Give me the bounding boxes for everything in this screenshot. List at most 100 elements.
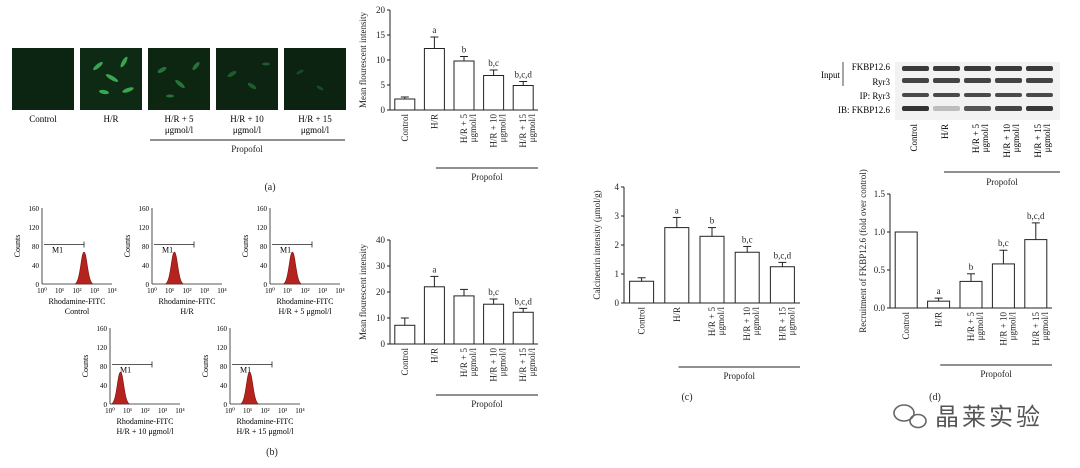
caption-control: Control — [29, 114, 57, 124]
hist-y-tick: 80 — [220, 363, 228, 371]
significance-label-c-3: b,c — [742, 234, 753, 244]
hist-y-tick: 80 — [100, 363, 108, 371]
x-tick-unit-b-2: μgmol/l — [468, 348, 478, 377]
blot-lane-label-2: H/R + 5 — [971, 124, 981, 154]
y-tick-label-a: 0 — [381, 105, 386, 115]
bar-d-0 — [894, 231, 918, 309]
x-tick-label-d-2: H/R + 5 — [966, 312, 976, 342]
micro-cells-hr — [93, 56, 134, 95]
chart-a: 0 5 10 15 20 Mean flourescent intensity Contro… — [358, 5, 538, 182]
hist-x-tick: 10⁰ — [37, 287, 47, 295]
blot-bands-fkbp — [902, 66, 1053, 71]
hist-y-tick: 80 — [142, 243, 150, 251]
hist-x-tick: 10⁴ — [335, 287, 345, 295]
hist-x-label: Rhodamine-FITC — [117, 417, 174, 426]
blot-bands-ib-fkbp — [902, 106, 1053, 111]
hist-x-tick: 10² — [72, 287, 81, 295]
y-tick-label-c: 0 — [615, 298, 620, 308]
y-tick-label-b: 10 — [376, 313, 386, 323]
hist-x-tick: 10³ — [278, 407, 287, 415]
bar-a-2 — [453, 60, 475, 111]
blot-lane-label-0: Control — [909, 124, 919, 152]
hist-y-tick: 160 — [257, 205, 268, 213]
blot-bands-ryr3 — [902, 78, 1053, 83]
hist-x-tick: 10⁰ — [225, 407, 235, 415]
hist-y-tick: 120 — [97, 344, 108, 352]
hist-x-tick: 10¹ — [165, 287, 174, 295]
y-tick-label-b: 30 — [376, 261, 386, 271]
significance-label-c-2: b — [710, 216, 715, 226]
caption-hr5-unit: μgmol/l — [165, 125, 194, 135]
hist-y-tick: 0 — [104, 401, 108, 409]
significance-label-a-4: b,c,d — [514, 70, 532, 80]
x-tick-label-d-0: Control — [901, 312, 911, 340]
hist-y-label: Counts — [13, 235, 22, 258]
micro-image-control — [12, 48, 74, 110]
blot-lane-label-4: H/R + 15 — [1033, 124, 1043, 158]
y-tick-label-d: 0.5 — [874, 265, 886, 275]
x-tick-label-d-1: H/R — [934, 312, 944, 327]
hist-x-label: Rhodamine-FITC — [277, 297, 334, 306]
bar-a-4 — [512, 85, 534, 111]
hist-y-tick: 160 — [139, 205, 150, 213]
propofol-label-d: Propofol — [980, 369, 1012, 379]
hist-y-tick: 40 — [142, 262, 150, 270]
bar-a-3 — [483, 75, 505, 111]
x-tick-label-b-3: H/R + 10 — [489, 348, 499, 382]
hist-y-tick: 0 — [264, 281, 268, 289]
x-tick-label-c-3: H/R + 10 — [742, 307, 752, 341]
x-tick-label-c-4: H/R + 15 — [777, 307, 787, 341]
hist-y-tick: 160 — [217, 325, 228, 333]
hist-group-label: H/R — [180, 307, 194, 316]
hist-group-label: H/R + 15 μgmol/l — [236, 427, 294, 436]
bar-b-2 — [453, 295, 475, 345]
hist-y-tick: 40 — [100, 382, 108, 390]
histogram-peak — [240, 371, 259, 405]
hist-y-tick: 120 — [217, 344, 228, 352]
bar-c-4 — [769, 266, 795, 304]
hist-x-tick: 10⁴ — [175, 407, 185, 415]
micro-image-hr5 — [148, 48, 210, 110]
micro-cells-hr5 — [157, 61, 200, 98]
caption-hr15-unit: μgmol/l — [301, 125, 330, 135]
bar-b-0 — [394, 324, 416, 345]
blot-lane-unit-3: μgmol/l — [1011, 124, 1021, 153]
hist-x-tick: 10² — [300, 287, 309, 295]
x-tick-unit-b-4: μgmol/l — [527, 348, 537, 377]
blot-lane-unit-2: μgmol/l — [980, 124, 990, 153]
panel-b-histograms: 0 40 80 120 160 10⁰ 10¹ 10² 10³ 10⁴ Counts M1 Rhodam… — [13, 205, 345, 436]
hist-x-tick: 10⁴ — [295, 407, 305, 415]
significance-label-d-4: b,c,d — [1027, 211, 1045, 221]
hist-y-tick: 120 — [257, 224, 268, 232]
bar-b-1 — [423, 286, 445, 345]
y-axis-label-c: Calcineurin intensity (μmol/g) — [592, 190, 602, 299]
x-tick-label-a-1: H/R — [429, 114, 439, 129]
x-tick-unit-d-3: μgmol/l — [1007, 312, 1017, 341]
hist-group-label: H/R + 10 μgmol/l — [116, 427, 174, 436]
significance-label-d-3: b,c — [998, 238, 1009, 248]
hist-x-tick: 10² — [182, 287, 191, 295]
histogram-peak — [283, 251, 302, 285]
hist-x-tick: 10⁴ — [107, 287, 117, 295]
blot-labels: Input FKBP12.6 Ryr3 IP: Ryr3 IB: FKBP12.… — [821, 62, 890, 115]
x-tick-unit-b-3: μgmol/l — [498, 348, 508, 377]
x-tick-label-b-0: Control — [400, 348, 410, 376]
m1-gate-label: M1 — [162, 245, 173, 254]
bar-b-3 — [483, 303, 505, 345]
hist-x-tick: 10⁰ — [147, 287, 157, 295]
histogram-4: 0 40 80 120 160 10⁰ 10¹ 10² 10³ 10⁴ Counts M1 Rhodam… — [201, 325, 305, 436]
significance-label-d-1: a — [937, 286, 941, 296]
hist-y-tick: 160 — [97, 325, 108, 333]
bar-d-3 — [991, 263, 1015, 309]
blot-label-ib: IB: FKBP12.6 — [838, 105, 891, 115]
significance-label-d-2: b — [969, 262, 974, 272]
m1-gate-label: M1 — [280, 245, 291, 254]
y-tick-label-c: 3 — [615, 211, 620, 221]
x-tick-label-b-4: H/R + 15 — [518, 348, 528, 382]
blot-lane-label-1: H/R — [940, 124, 950, 139]
micro-cells-hr10 — [227, 62, 270, 90]
x-tick-label-a-0: Control — [400, 114, 410, 142]
y-tick-label-a: 10 — [376, 55, 386, 65]
hist-x-tick: 10⁰ — [265, 287, 275, 295]
